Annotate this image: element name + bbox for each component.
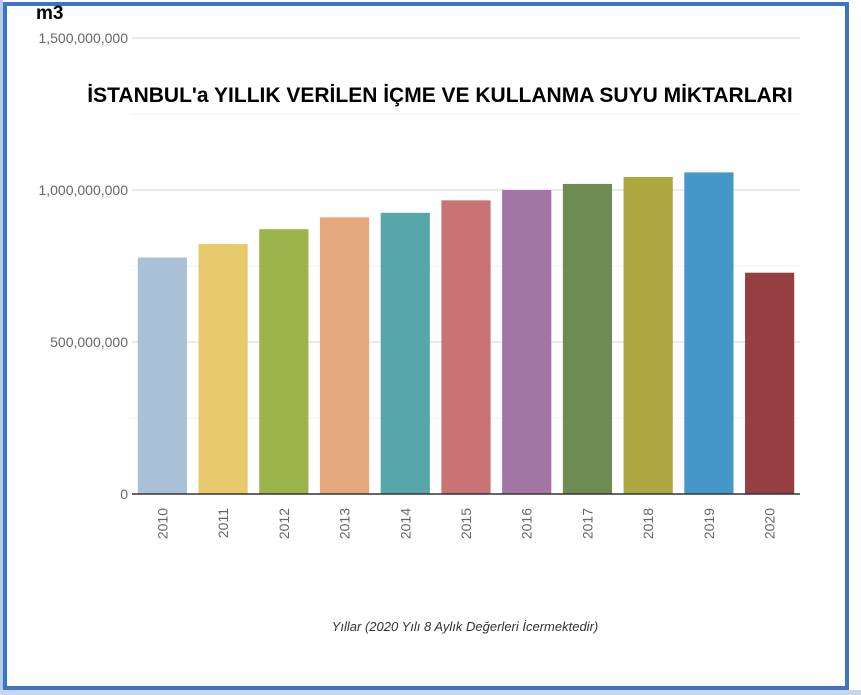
bar-2015 bbox=[441, 200, 491, 494]
bar-2014 bbox=[380, 212, 430, 495]
y-axis-unit-label: m3 bbox=[36, 3, 64, 24]
x-tick-label: 2016 bbox=[519, 508, 535, 539]
y-tick-label: 0 bbox=[120, 486, 128, 502]
x-axis-label: Yıllar (2020 Yılı 8 Aylık Değerleri İcer… bbox=[331, 619, 599, 634]
x-tick-label: 2015 bbox=[458, 508, 474, 539]
bar-2016 bbox=[502, 190, 552, 494]
chart-frame bbox=[3, 2, 849, 690]
bar-2019 bbox=[684, 172, 734, 495]
frame-bottom-strip bbox=[0, 690, 861, 695]
y-tick-label: 1,000,000,000 bbox=[38, 182, 128, 198]
x-tick-label: 2020 bbox=[762, 508, 778, 539]
x-tick-label: 2012 bbox=[276, 508, 292, 539]
bar-2018 bbox=[623, 176, 673, 495]
bar-2010 bbox=[137, 257, 187, 494]
bar-2020 bbox=[745, 272, 795, 494]
bar-2011 bbox=[198, 244, 248, 494]
x-tick-label: 2010 bbox=[154, 508, 170, 539]
x-tick-label: 2017 bbox=[579, 508, 595, 539]
x-tick-label: 2013 bbox=[337, 508, 353, 539]
x-tick-label: 2018 bbox=[640, 508, 656, 539]
y-tick-label: 500,000,000 bbox=[50, 334, 128, 350]
bar-2013 bbox=[319, 217, 370, 495]
bar-2017 bbox=[562, 183, 613, 495]
y-tick-label: 1,500,000,000 bbox=[38, 30, 128, 46]
frame-left-strip bbox=[0, 0, 3, 695]
x-tick-label: 2019 bbox=[701, 508, 717, 539]
x-tick-label: 2014 bbox=[397, 508, 413, 539]
x-tick-label: 2011 bbox=[215, 508, 231, 538]
bar-2012 bbox=[259, 229, 309, 494]
chart-title: İSTANBUL'a YILLIK VERİLEN İÇME VE KULLAN… bbox=[87, 84, 793, 107]
